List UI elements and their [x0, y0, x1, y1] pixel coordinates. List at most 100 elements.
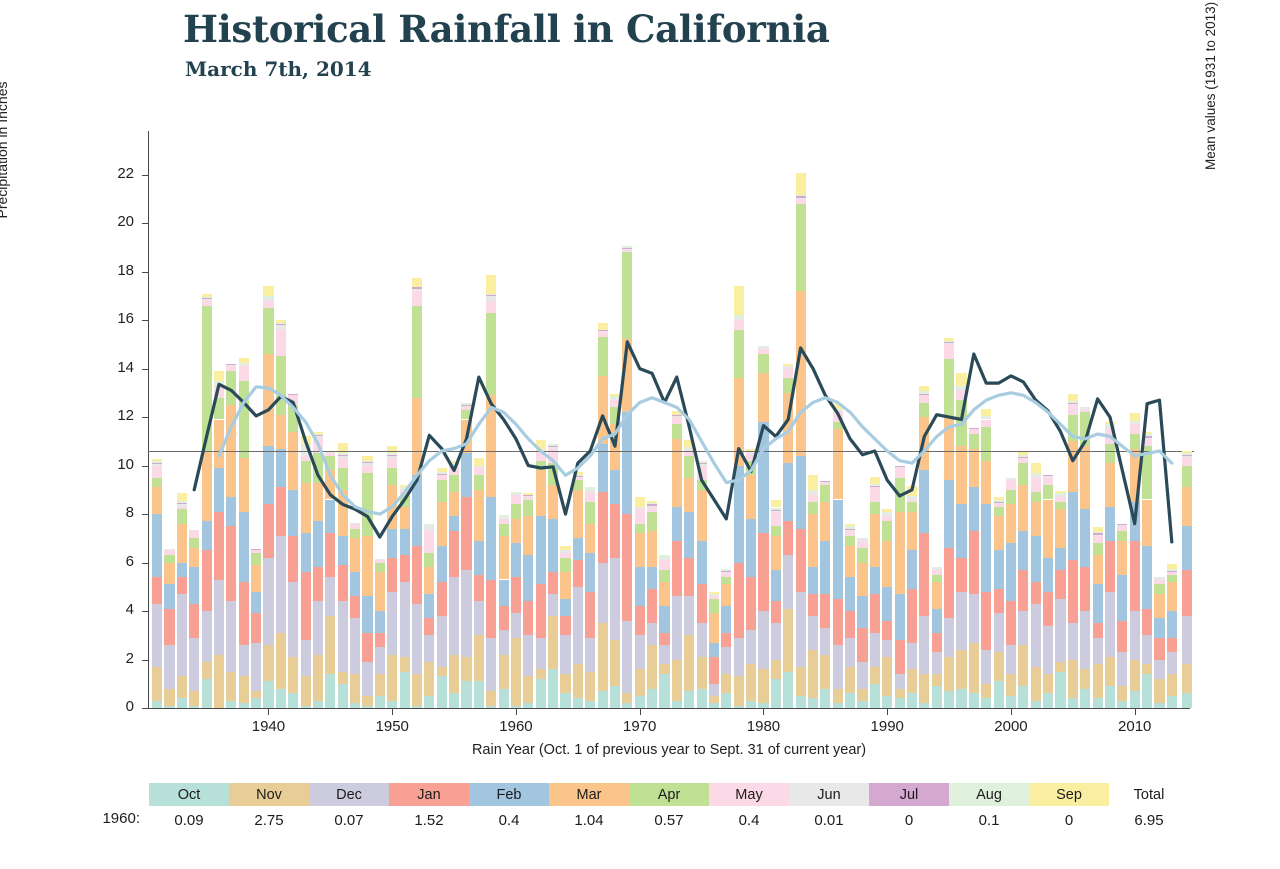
legend-swatch-oct[interactable]: Oct [149, 783, 229, 806]
bar-segment-oct [510, 705, 522, 708]
bar-segment-jan [1005, 601, 1017, 645]
bar-segment-jul [337, 455, 348, 456]
bar-segment-feb [807, 567, 819, 595]
bar-segment-aug [1142, 434, 1153, 437]
legend-swatch-nov[interactable]: Nov [229, 783, 309, 806]
bar-segment-mar [387, 484, 398, 529]
legend-swatch-jul[interactable]: Jul [869, 783, 949, 806]
legend-swatch-jan[interactable]: Jan [389, 783, 469, 806]
bar-segment-oct [770, 678, 781, 708]
bar-segment-feb [176, 562, 187, 578]
bar-segment-feb [733, 465, 744, 563]
y-tick-mark [142, 368, 148, 370]
year-bar [894, 131, 905, 708]
bar-segment-may [523, 497, 534, 500]
bar-segment-may [300, 455, 311, 461]
bar-segment-nov [944, 657, 955, 692]
bar-segment-mar [609, 424, 621, 471]
bar-segment-mar [325, 470, 336, 500]
bar-segment-nov [869, 666, 880, 684]
bar-segment-jan [164, 608, 175, 645]
bar-segment-jun [1005, 477, 1017, 481]
year-bar [1104, 131, 1116, 708]
bar-segment-apr [585, 501, 596, 524]
bar-segment-oct [337, 683, 348, 708]
bar-segment-sep [213, 371, 225, 381]
bar-segment-jun [795, 197, 806, 199]
bar-segment-jan [238, 581, 249, 645]
bar-segment-oct [498, 688, 509, 708]
bar-segment-sep [176, 493, 187, 501]
bar-segment-oct [708, 703, 720, 708]
y-tick-label: 12 [117, 407, 134, 425]
bar-segment-feb [300, 533, 311, 573]
bar-segment-jul [152, 462, 163, 464]
legend-swatch-aug[interactable]: Aug [949, 783, 1029, 806]
bar-segment-may [609, 400, 621, 408]
legend-value-row: 0.09 2.75 0.07 1.52 0.4 1.04 0.57 0.4 0.01 0 0.1 0 6… [149, 806, 1189, 834]
legend-swatch-feb[interactable]: Feb [469, 783, 549, 806]
y-tick-label: 20 [117, 213, 134, 231]
bar-segment-oct [919, 703, 930, 708]
bar-segment-dec [882, 640, 893, 658]
bar-segment-nov [968, 642, 979, 694]
bar-segment-mar [300, 482, 311, 534]
bar-segment-nov [337, 671, 348, 684]
bar-segment-oct [238, 703, 249, 708]
bar-segment-apr [362, 472, 373, 536]
bar-segment-feb [684, 511, 695, 558]
bar-segment-may [1154, 579, 1165, 585]
bar-segment-apr [1067, 414, 1078, 442]
bar-segment-jun [1080, 407, 1091, 410]
bar-segment-may [337, 458, 348, 468]
legend-swatch-jun[interactable]: Jun [789, 783, 869, 806]
bar-segment-feb [659, 606, 670, 633]
bar-segment-mar [275, 414, 286, 449]
bar-segment-oct [152, 700, 163, 708]
bar-segment-sep [399, 484, 410, 488]
bar-segment-oct [399, 671, 410, 708]
bar-segment-aug [845, 526, 856, 529]
bar-segment-jun [213, 383, 225, 388]
bar-segment-mar [449, 492, 460, 517]
year-bar [201, 131, 212, 708]
year-bar [449, 131, 460, 708]
legend-swatch-mar[interactable]: Mar [549, 783, 629, 806]
bar-segment-jan [857, 627, 868, 662]
legend-swatch-dec[interactable]: Dec [309, 783, 389, 806]
year-bar [288, 131, 299, 708]
bar-segment-oct [882, 695, 893, 708]
mean-bar-segment-nov [1182, 664, 1193, 694]
year-bar [1067, 131, 1078, 708]
bar-segment-aug [312, 434, 324, 436]
year-bar [461, 131, 472, 708]
bar-segment-dec [733, 637, 744, 677]
bar-segment-sep [845, 523, 856, 527]
bar-segment-jan [820, 594, 831, 628]
bar-segment-jul [770, 509, 781, 511]
bar-segment-jun [1030, 475, 1041, 478]
bar-segment-may [882, 516, 893, 522]
legend-swatch-apr[interactable]: Apr [629, 783, 709, 806]
bar-segment-apr [956, 400, 967, 447]
bar-segment-may [251, 550, 262, 553]
bar-segment-may [783, 368, 794, 379]
bar-segment-aug [213, 380, 225, 384]
bar-segment-may [845, 531, 856, 536]
bar-segment-aug [956, 385, 967, 388]
bar-segment-apr [498, 523, 509, 536]
legend-row-year-label: 1960: [102, 810, 140, 827]
legend-swatch-may[interactable]: May [709, 783, 789, 806]
bar-segment-nov [684, 635, 695, 692]
bar-segment-jun [845, 529, 856, 531]
year-bar [251, 131, 262, 708]
bar-segment-oct [609, 686, 621, 708]
legend-swatch-sep[interactable]: Sep [1029, 783, 1109, 806]
bar-segment-oct [968, 693, 979, 708]
bar-segment-may [820, 482, 831, 485]
bar-segment-nov [300, 676, 311, 706]
bar-segment-jul [275, 323, 286, 325]
bar-segment-may [1166, 572, 1177, 575]
bar-segment-sep [1092, 527, 1103, 533]
bar-segment-may [968, 429, 979, 435]
